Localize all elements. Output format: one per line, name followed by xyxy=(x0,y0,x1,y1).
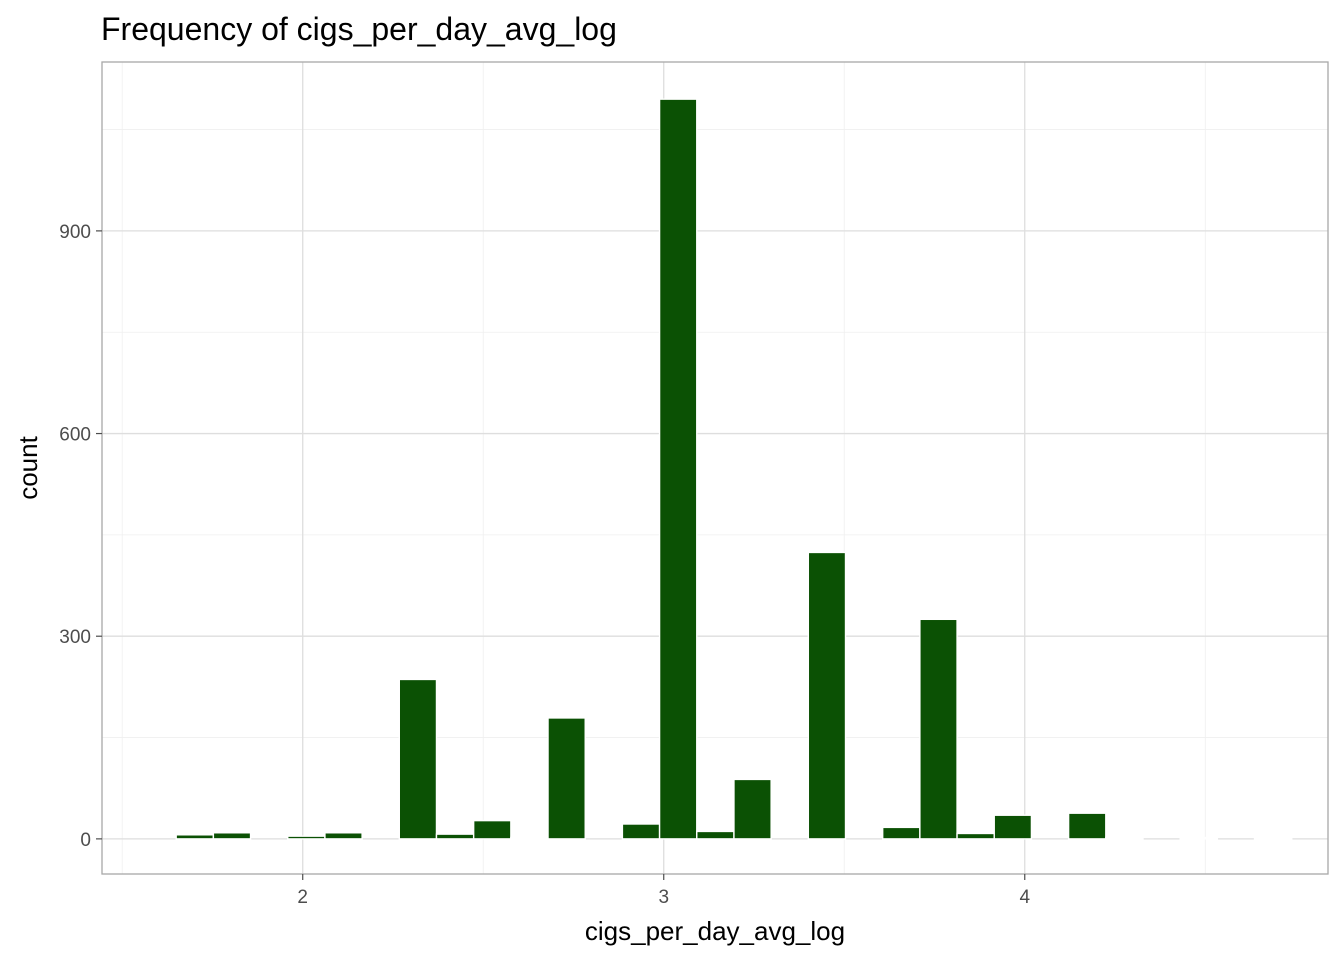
histogram-bar xyxy=(547,717,586,840)
histogram-bar xyxy=(956,832,995,840)
histogram-bar xyxy=(510,836,549,840)
histogram-bar xyxy=(621,823,661,840)
histogram-bar xyxy=(324,832,363,840)
x-tick-label: 3 xyxy=(658,887,669,908)
histogram-bars xyxy=(175,98,1293,840)
y-tick-label: 300 xyxy=(59,627,91,648)
y-axis-title: count xyxy=(13,435,43,499)
y-tick-label: 600 xyxy=(59,425,91,446)
y-tick-label: 0 xyxy=(80,830,91,851)
x-tick-label: 2 xyxy=(297,887,308,908)
histogram-bar xyxy=(212,832,252,840)
histogram-bar xyxy=(1253,837,1293,840)
x-tick-label: 4 xyxy=(1019,887,1030,908)
histogram-bar xyxy=(435,833,475,840)
histogram-bar xyxy=(287,835,326,840)
minor-gridlines xyxy=(102,62,1328,874)
histogram-bar xyxy=(733,778,772,840)
histogram-bar xyxy=(993,814,1033,840)
histogram-bar xyxy=(175,834,215,840)
x-axis: 2 3 4 xyxy=(297,874,1030,908)
histogram-bar xyxy=(1179,836,1219,840)
histogram-bar xyxy=(881,826,921,840)
histogram-bar xyxy=(696,830,735,840)
histogram-bar xyxy=(1067,812,1107,840)
histogram-bar xyxy=(807,551,847,840)
histogram-bar xyxy=(1105,836,1144,840)
y-tick-label: 900 xyxy=(59,222,91,243)
x-axis-title: cigs_per_day_avg_log xyxy=(585,916,845,946)
histogram-bar xyxy=(472,819,512,840)
plot-panel-border xyxy=(101,61,1329,875)
chart-title: Frequency of cigs_per_day_avg_log xyxy=(101,11,617,47)
histogram-bar xyxy=(919,618,958,840)
histogram-bar xyxy=(398,678,438,840)
major-gridlines xyxy=(102,62,1328,874)
histogram-bar xyxy=(658,98,698,840)
y-axis: 0 300 600 900 xyxy=(59,222,102,851)
